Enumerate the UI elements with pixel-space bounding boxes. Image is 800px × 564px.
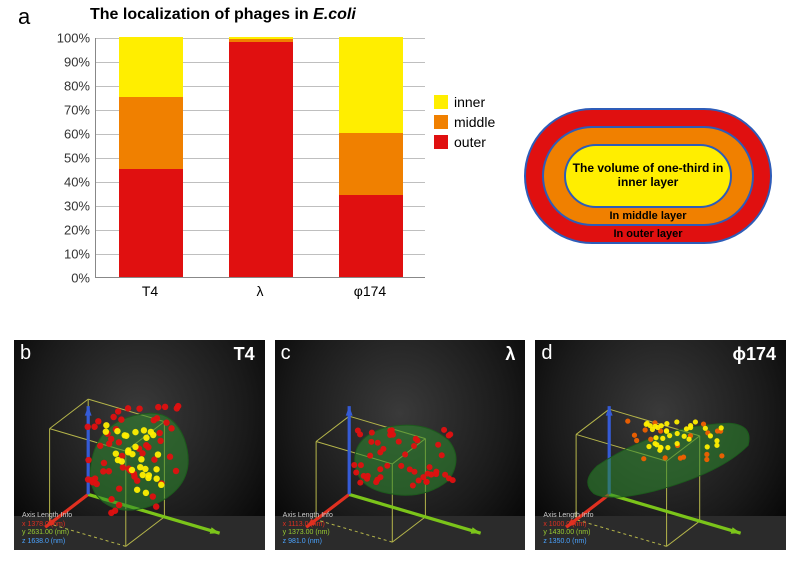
panel-letter-c: c [281, 342, 291, 365]
ytick-label: 40% [50, 175, 90, 190]
legend-label: outer [454, 134, 486, 150]
axis-x-value: x 1113.0 (nm) [283, 521, 333, 529]
ytick-label: 50% [50, 151, 90, 166]
bar-seg-middle [339, 133, 403, 195]
panel-d-label: ϕ174 [732, 344, 776, 365]
panel-letter-d: d [541, 342, 552, 365]
axis-z-value: z 1350.0 (nm) [543, 538, 593, 546]
axis-title: Axis Length Info [283, 512, 333, 520]
panel-d-footer: Axis Length Info x 1000.0 (nm) y 1430.00… [543, 512, 593, 546]
layer-middle-text: In middle layer [524, 210, 772, 222]
chart-title-species: E.coli [313, 6, 356, 23]
legend-swatch [434, 135, 448, 149]
layer-inner-text: The volume of one-third in inner layer [566, 162, 730, 190]
legend-item-outer: outer [434, 134, 495, 150]
axis-title: Axis Length Info [543, 512, 593, 520]
legend-swatch [434, 115, 448, 129]
ytick-label: 80% [50, 79, 90, 94]
ytick-label: 30% [50, 199, 90, 214]
panel-b-footer: Axis Length Info x 1378.0 (nm) y 2631.00… [22, 512, 72, 546]
legend-item-middle: middle [434, 114, 495, 130]
bar-seg-inner [229, 37, 293, 39]
ytick-label: 60% [50, 127, 90, 142]
bar-seg-inner [119, 37, 183, 97]
plot-area [95, 38, 425, 278]
bar-seg-outer [229, 42, 293, 277]
bar-seg-outer [119, 169, 183, 277]
ytick-label: 20% [50, 223, 90, 238]
panel-b-label: T4 [234, 344, 255, 365]
chart-title: The localization of phages in E.coli [90, 6, 356, 24]
ytick-label: 90% [50, 55, 90, 70]
panel-c-label: λ [505, 344, 515, 365]
bar-seg-middle [119, 97, 183, 169]
axis-z-value: z 981.0 (nm) [283, 538, 333, 546]
legend: inner middle outer [434, 94, 495, 154]
bar-seg-outer [339, 195, 403, 277]
bar-chart: innermiddleouter 0%10%20%30%40%50%60%70%… [40, 28, 470, 308]
legend-item-inner: inner [434, 94, 495, 110]
ytick-label: 100% [50, 31, 90, 46]
panel-c: c λ Axis Length Info x 1113.0 (nm) y 137… [275, 340, 526, 550]
bar-seg-middle [229, 39, 293, 41]
layer-inner: The volume of one-third in inner layer [564, 144, 732, 208]
bar-λ [229, 37, 293, 277]
panel-d: d ϕ174 Axis Length Info x 1000.0 (nm) y … [535, 340, 786, 550]
ytick-label: 70% [50, 103, 90, 118]
xtick-label: φ174 [338, 283, 402, 299]
layer-outer-text: In outer layer [524, 228, 772, 240]
axis-y-value: y 1430.00 (nm) [543, 529, 593, 537]
layer-diagram: The volume of one-third in inner layer I… [524, 108, 772, 244]
legend-label: middle [454, 114, 495, 130]
axis-z-value: z 1638.0 (nm) [22, 538, 72, 546]
ytick-label: 0% [50, 271, 90, 286]
panel-a: a The localization of phages in E.coli i… [0, 0, 800, 332]
xtick-label: λ [228, 283, 292, 299]
bar-φ174 [339, 37, 403, 277]
bar-T4 [119, 37, 183, 277]
legend-label: inner [454, 94, 485, 110]
axis-x-value: x 1378.0 (nm) [22, 521, 72, 529]
panels-3d-row: b T4 Axis Length Info x 1378.0 (nm) y 26… [14, 340, 786, 550]
panel-b: b T4 Axis Length Info x 1378.0 (nm) y 26… [14, 340, 265, 550]
panel-letter-a: a [18, 4, 30, 30]
legend-swatch [434, 95, 448, 109]
axis-y-value: y 2631.00 (nm) [22, 529, 72, 537]
axis-x-value: x 1000.0 (nm) [543, 521, 593, 529]
figure: a The localization of phages in E.coli i… [0, 0, 800, 564]
bar-seg-inner [339, 37, 403, 133]
axis-y-value: y 1373.00 (nm) [283, 529, 333, 537]
panel-letter-b: b [20, 342, 31, 365]
axis-title: Axis Length Info [22, 512, 72, 520]
chart-title-prefix: The localization of phages in [90, 6, 313, 23]
ytick-label: 10% [50, 247, 90, 262]
xtick-label: T4 [118, 283, 182, 299]
panel-c-footer: Axis Length Info x 1113.0 (nm) y 1373.00… [283, 512, 333, 546]
